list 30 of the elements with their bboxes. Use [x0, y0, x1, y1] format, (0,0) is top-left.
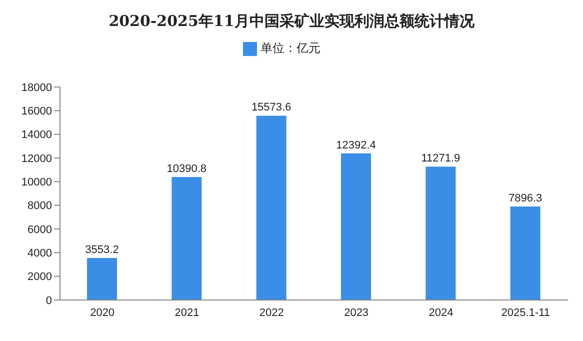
- x-tick-label: 2022: [259, 306, 284, 319]
- data-label: 7896.3: [508, 192, 542, 205]
- bar: [510, 206, 540, 300]
- y-tick-label: 2000: [28, 271, 52, 284]
- y-tick-label: 18000: [21, 82, 52, 94]
- x-tick-label: 2024: [428, 306, 454, 319]
- data-label: 12392.4: [336, 139, 376, 152]
- bar: [341, 153, 371, 300]
- data-label: 15573.6: [251, 102, 292, 114]
- y-tick-label: 0: [46, 294, 52, 307]
- data-label: 10390.8: [166, 163, 207, 176]
- y-tick-label: 6000: [28, 224, 52, 236]
- x-tick-label: 2021: [174, 306, 200, 319]
- bar: [87, 258, 117, 300]
- data-label: 11271.9: [421, 152, 460, 165]
- data-label: 3553.2: [85, 244, 119, 256]
- bar: [172, 177, 202, 300]
- y-tick-label: 4000: [28, 248, 52, 260]
- x-tick-label: 2023: [344, 306, 369, 319]
- bar: [426, 166, 456, 300]
- y-tick-label: 10000: [21, 176, 52, 189]
- y-tick-label: 14000: [21, 129, 52, 142]
- bar: [256, 116, 286, 300]
- y-tick-label: 8000: [28, 200, 52, 212]
- x-tick-label: 2020: [90, 306, 115, 319]
- x-tick-label: 2025.1-11: [501, 306, 550, 319]
- y-tick-label: 12000: [21, 152, 52, 165]
- legend-label: 单位：亿元: [260, 41, 320, 55]
- chart-title: 2020-2025年11月中国采矿业实现利润总额统计情况: [108, 12, 476, 31]
- y-tick-label: 16000: [21, 106, 52, 118]
